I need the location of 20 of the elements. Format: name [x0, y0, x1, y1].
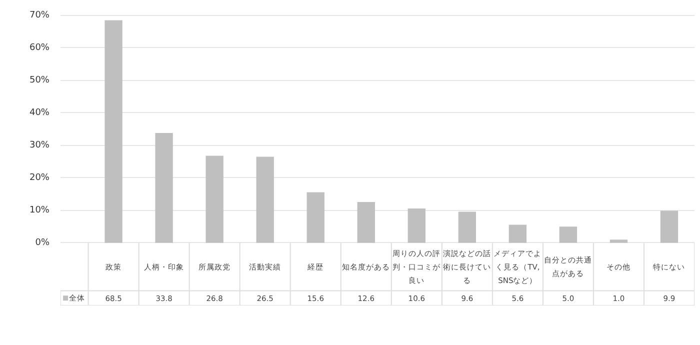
bar [306, 192, 324, 243]
bar [458, 212, 476, 243]
bar [104, 20, 122, 243]
y-tick-label: 30% [29, 140, 50, 150]
bar [660, 210, 678, 243]
bar [408, 208, 426, 243]
y-tick-label: 10% [29, 205, 50, 216]
bar [508, 224, 527, 243]
bar [559, 226, 578, 243]
bar [256, 156, 274, 243]
y-tick-label: 70% [29, 10, 50, 20]
y-tick-label: 20% [29, 172, 50, 183]
y-tick-label: 0% [35, 238, 50, 248]
bar [610, 240, 628, 243]
bar [206, 156, 224, 243]
y-tick-label: 50% [29, 75, 50, 86]
bar [357, 202, 375, 243]
y-tick-label: 60% [29, 42, 50, 53]
bar [155, 133, 173, 243]
y-tick-label: 40% [29, 108, 50, 118]
